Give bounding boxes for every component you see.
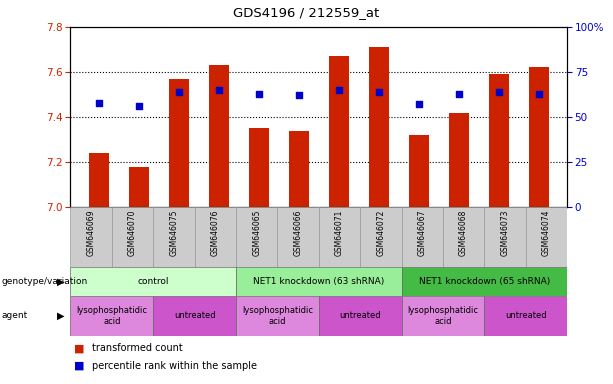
Point — [173, 89, 183, 95]
Text: NET1 knockdown (65 shRNA): NET1 knockdown (65 shRNA) — [419, 277, 550, 286]
Bar — [529, 68, 549, 207]
Text: GDS4196 / 212559_at: GDS4196 / 212559_at — [234, 6, 379, 18]
Bar — [153, 296, 236, 336]
Bar — [484, 296, 567, 336]
Bar — [526, 207, 567, 267]
Bar — [319, 296, 402, 336]
Bar — [153, 207, 195, 267]
Bar — [319, 207, 360, 267]
Text: ▶: ▶ — [57, 276, 64, 286]
Point — [494, 89, 504, 95]
Point — [214, 87, 224, 93]
Text: ▶: ▶ — [57, 311, 64, 321]
Bar — [195, 207, 236, 267]
Bar — [129, 167, 148, 207]
Bar — [289, 131, 309, 207]
Text: transformed count: transformed count — [92, 343, 183, 353]
Point — [334, 87, 344, 93]
Bar — [208, 65, 229, 207]
Bar — [329, 56, 349, 207]
Text: genotype/variation: genotype/variation — [1, 277, 88, 286]
Text: GSM646074: GSM646074 — [542, 209, 551, 256]
Text: GSM646076: GSM646076 — [211, 209, 220, 256]
Bar — [449, 113, 469, 207]
Point — [94, 99, 104, 106]
Bar — [88, 153, 109, 207]
Text: GSM646073: GSM646073 — [500, 209, 509, 256]
Bar — [236, 207, 277, 267]
Bar — [70, 296, 153, 336]
Point — [134, 103, 143, 109]
Bar — [402, 267, 567, 296]
Bar — [402, 296, 484, 336]
Text: NET1 knockdown (63 shRNA): NET1 knockdown (63 shRNA) — [253, 277, 384, 286]
Bar — [112, 207, 153, 267]
Bar — [402, 207, 443, 267]
Text: GSM646075: GSM646075 — [169, 209, 178, 256]
Text: untreated: untreated — [174, 311, 215, 320]
Text: GSM646067: GSM646067 — [417, 209, 427, 256]
Text: GSM646072: GSM646072 — [376, 209, 386, 255]
Text: lysophosphatidic
acid: lysophosphatidic acid — [77, 306, 147, 326]
Bar — [409, 135, 429, 207]
Text: lysophosphatidic
acid: lysophosphatidic acid — [408, 306, 478, 326]
Point — [294, 93, 303, 99]
Bar — [484, 207, 526, 267]
Bar — [443, 207, 484, 267]
Text: agent: agent — [1, 311, 28, 320]
Point — [374, 89, 384, 95]
Bar — [70, 207, 112, 267]
Point — [254, 91, 264, 97]
Text: GSM646065: GSM646065 — [252, 209, 261, 256]
Text: ■: ■ — [74, 361, 84, 371]
Text: GSM646070: GSM646070 — [128, 209, 137, 256]
Bar — [489, 74, 509, 207]
Text: percentile rank within the sample: percentile rank within the sample — [92, 361, 257, 371]
Text: GSM646068: GSM646068 — [459, 209, 468, 255]
Bar — [277, 207, 319, 267]
Text: GSM646069: GSM646069 — [86, 209, 96, 256]
Bar — [169, 79, 189, 207]
Bar — [236, 296, 319, 336]
Bar — [369, 47, 389, 207]
Point — [534, 91, 544, 97]
Text: GSM646066: GSM646066 — [294, 209, 303, 256]
Text: ■: ■ — [74, 343, 84, 353]
Text: untreated: untreated — [340, 311, 381, 320]
Text: control: control — [137, 277, 169, 286]
Text: lysophosphatidic
acid: lysophosphatidic acid — [242, 306, 313, 326]
Bar — [70, 267, 236, 296]
Point — [454, 91, 464, 97]
Bar — [360, 207, 402, 267]
Bar — [249, 128, 268, 207]
Bar — [236, 267, 402, 296]
Text: GSM646071: GSM646071 — [335, 209, 344, 255]
Point — [414, 101, 424, 108]
Text: untreated: untreated — [505, 311, 546, 320]
